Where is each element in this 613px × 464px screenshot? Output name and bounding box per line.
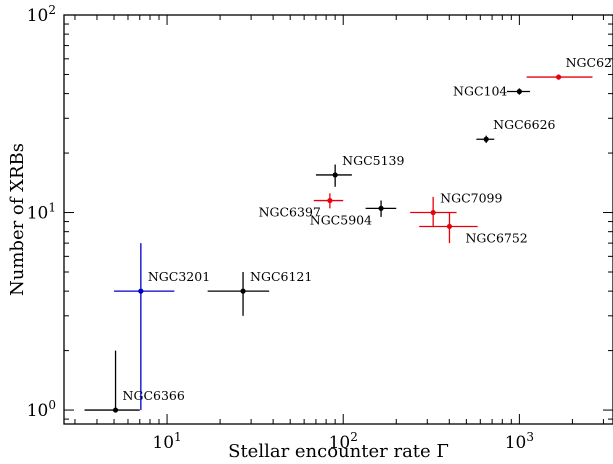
plot-frame xyxy=(63,14,613,425)
data-point-group: NGC6366 xyxy=(84,350,185,413)
data-point xyxy=(327,197,333,204)
data-point xyxy=(446,223,453,230)
x-tick-label: 101 xyxy=(152,430,181,453)
x-tick-label: 102 xyxy=(329,430,358,453)
point-label: NGC5904 xyxy=(310,212,372,227)
point-label: NGC6366 xyxy=(123,388,185,403)
data-point-group: NGC104 xyxy=(453,83,531,98)
x-axis-title: Stellar encounter rate Γ xyxy=(228,441,449,462)
data-point-group: NGC5139 xyxy=(315,153,405,187)
data-point xyxy=(240,288,246,294)
data-point xyxy=(483,136,489,142)
data-point xyxy=(556,74,562,80)
data-point xyxy=(516,88,522,95)
plot-content: NGC6366 NGC3201 NGC6121 NGC5139 NGC6397NGC59… xyxy=(84,55,613,413)
data-point-group: NGC7099 xyxy=(410,191,502,227)
x-tick-label: 103 xyxy=(505,430,534,453)
point-label: NGC6626 xyxy=(493,117,555,132)
data-point xyxy=(138,288,144,294)
axis-ticks xyxy=(64,14,613,424)
y-tick-label: 100 xyxy=(27,398,56,421)
data-point-group: NGC6752 xyxy=(419,212,528,245)
point-label: NGC6266 xyxy=(566,55,613,70)
point-label: NGC104 xyxy=(453,83,507,98)
data-point-group: NGC5904 xyxy=(310,200,397,227)
tick-labels: 101 102 103 100 101 102 xyxy=(27,3,534,453)
data-point-group: NGC3201 xyxy=(114,243,210,411)
data-point xyxy=(430,209,436,216)
data-point-group: NGC6266 xyxy=(526,55,613,80)
point-label: NGC7099 xyxy=(440,191,502,206)
data-point xyxy=(332,172,338,178)
point-label: NGC6121 xyxy=(250,269,312,284)
data-point-group: NGC6397 xyxy=(259,193,344,220)
point-label: NGC6397 xyxy=(259,205,321,220)
point-label: NGC6752 xyxy=(465,230,527,245)
data-point xyxy=(378,205,384,211)
point-label: NGC3201 xyxy=(148,269,210,284)
data-point-group: NGC6121 xyxy=(207,269,312,316)
y-tick-label: 102 xyxy=(27,3,56,26)
y-axis-title: Number of XRBs xyxy=(7,143,28,296)
data-point xyxy=(112,407,119,413)
point-label: NGC5139 xyxy=(342,153,404,168)
y-tick-label: 101 xyxy=(27,201,56,224)
data-point-group: NGC6626 xyxy=(476,117,556,143)
